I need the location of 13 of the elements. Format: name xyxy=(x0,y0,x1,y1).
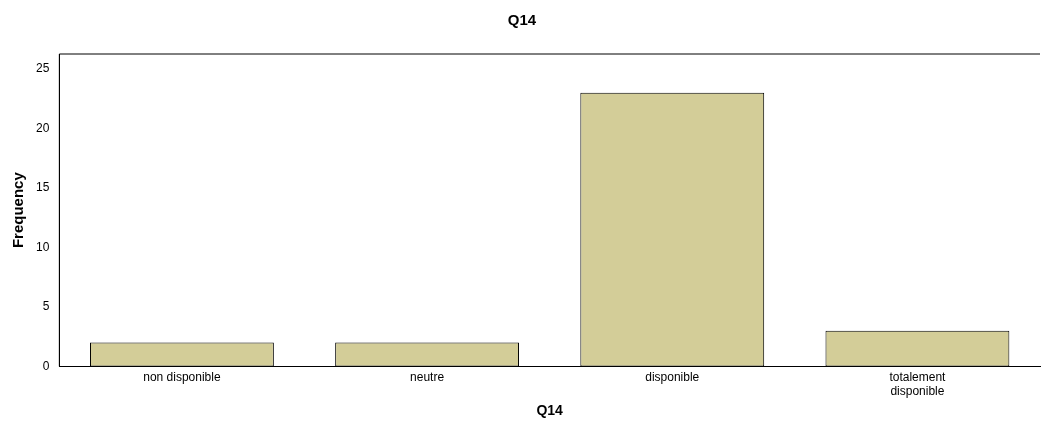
y-tick-label: 5 xyxy=(42,299,50,314)
y-tick-label: 10 xyxy=(35,239,50,254)
x-tick-label: totalement disponible xyxy=(889,369,947,399)
y-tick-label: 0 xyxy=(42,358,50,373)
y-tick-label: 20 xyxy=(35,120,50,135)
y-tick-label: 25 xyxy=(35,61,50,76)
chart-title: Q14 xyxy=(507,11,537,29)
x-axis-title: Q14 xyxy=(536,402,564,419)
y-axis-title: Frequency xyxy=(9,171,27,249)
x-tick-label: non disponible xyxy=(143,369,221,384)
y-tick-label: 15 xyxy=(35,180,50,195)
x-tick-label: neutre xyxy=(410,369,445,384)
x-tick-label: disponible xyxy=(645,369,700,384)
